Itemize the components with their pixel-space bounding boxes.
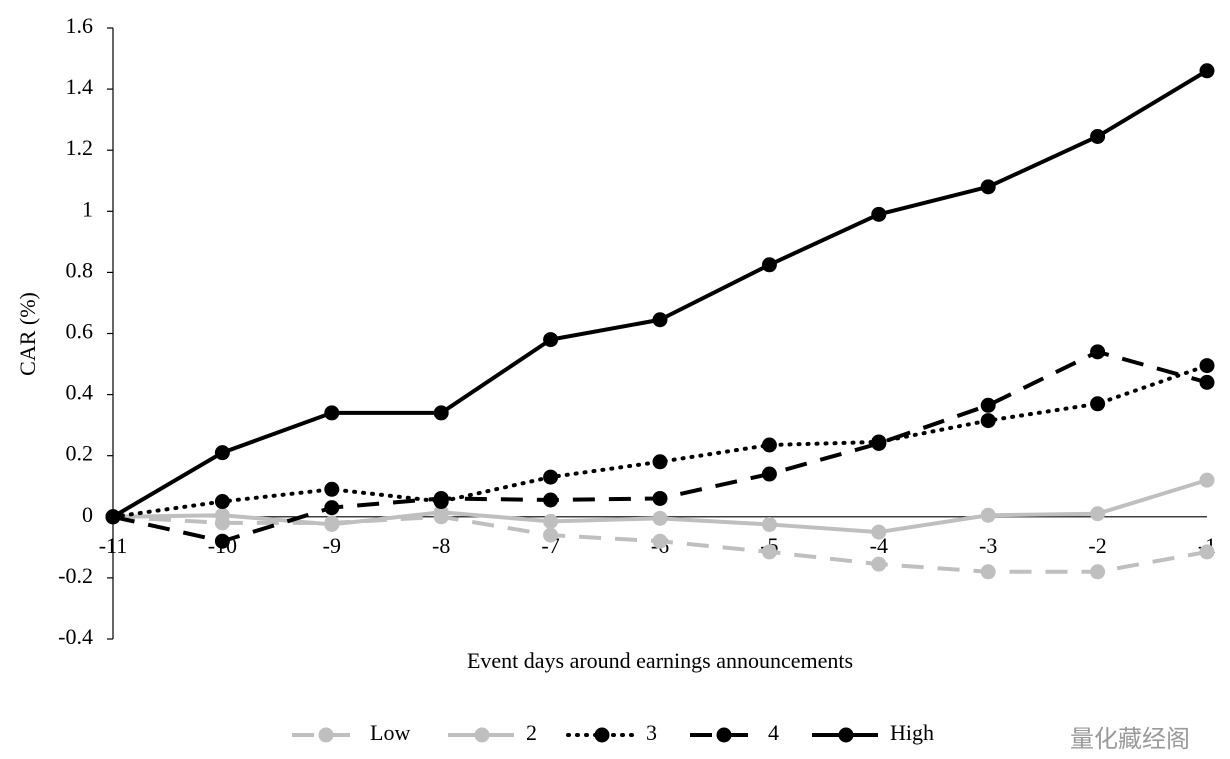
y-tick-label: 1.2 [66, 135, 94, 160]
data-point [980, 179, 996, 195]
data-point [214, 533, 230, 549]
y-axis-label: CAR (%) [15, 292, 40, 376]
data-point [1199, 358, 1215, 374]
data-point [214, 445, 230, 461]
data-point [761, 466, 777, 482]
x-tick-label: -11 [99, 533, 128, 558]
y-tick-label: 1.6 [66, 13, 94, 38]
data-point [980, 397, 996, 413]
data-point [980, 564, 996, 580]
legend-label: 3 [646, 720, 657, 745]
data-point [980, 507, 996, 523]
data-point [324, 516, 340, 532]
y-tick-label: 1.4 [66, 74, 94, 99]
data-point [652, 312, 668, 328]
y-tick-label: 0.2 [66, 441, 94, 466]
data-point [1090, 564, 1106, 580]
data-point [1199, 374, 1215, 390]
y-tick-label: 0.8 [66, 257, 94, 282]
legend-label: Low [370, 720, 410, 745]
data-point [652, 454, 668, 470]
legend-marker [318, 727, 334, 743]
data-point [324, 481, 340, 497]
data-point [433, 405, 449, 421]
data-point [543, 469, 559, 485]
x-tick-label: -4 [870, 533, 888, 558]
legend-label: High [890, 720, 934, 745]
data-point [980, 413, 996, 429]
data-point [871, 556, 887, 572]
data-point [871, 435, 887, 451]
data-point [761, 544, 777, 560]
data-point [871, 206, 887, 222]
data-point [652, 490, 668, 506]
data-point [1199, 472, 1215, 488]
x-axis-label: Event days around earnings announcements [467, 648, 853, 673]
x-tick-label: -8 [432, 533, 450, 558]
y-tick-label: 1 [82, 196, 93, 221]
data-point [1090, 128, 1106, 144]
data-point [543, 332, 559, 348]
data-point [324, 405, 340, 421]
data-point [543, 492, 559, 508]
y-tick-label: 0 [82, 502, 93, 527]
y-tick-label: -0.4 [58, 624, 93, 649]
watermark: 量化藏经阁 [1070, 725, 1190, 753]
data-point [105, 509, 121, 525]
data-point [652, 533, 668, 549]
data-point [1199, 544, 1215, 560]
y-tick-label: 0.6 [66, 319, 94, 344]
y-tick-label: 0.4 [66, 380, 94, 405]
data-point [214, 507, 230, 523]
legend-marker [594, 727, 610, 743]
x-tick-label: -9 [323, 533, 341, 558]
data-point [871, 524, 887, 540]
data-point [433, 504, 449, 520]
data-point [761, 516, 777, 532]
data-point [1090, 506, 1106, 522]
x-tick-label: -2 [1088, 533, 1106, 558]
legend-label: 4 [768, 720, 779, 745]
data-point [324, 500, 340, 516]
data-point [761, 437, 777, 453]
data-point [652, 510, 668, 526]
data-point [543, 527, 559, 543]
y-tick-label: -0.2 [58, 563, 93, 588]
series-line [111, 69, 1209, 519]
legend-marker [474, 727, 490, 743]
legend-label: 2 [526, 720, 537, 745]
data-point [1090, 396, 1106, 412]
data-point [1199, 63, 1215, 79]
legend-marker [838, 727, 854, 743]
legend-marker [716, 727, 732, 743]
data-point [433, 490, 449, 506]
x-tick-label: -3 [979, 533, 997, 558]
data-point [1090, 344, 1106, 360]
data-point [543, 513, 559, 529]
data-point [214, 494, 230, 510]
data-point [761, 257, 777, 273]
